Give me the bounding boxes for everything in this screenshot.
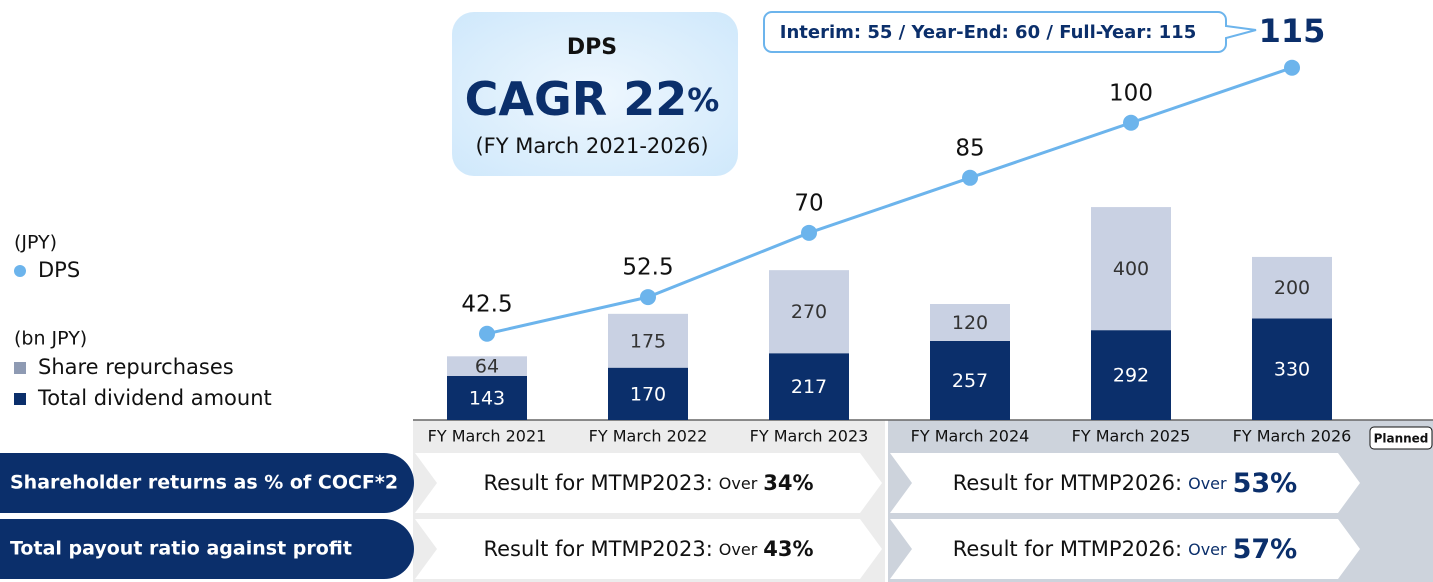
cagr-value: CAGR 22: [465, 72, 688, 126]
cagr-period: (FY March 2021-2026): [475, 134, 708, 158]
x-tick-label: FY March 2025: [1072, 427, 1191, 446]
bar-segment: [930, 340, 1010, 420]
cell-text: Result for MTMP2023: Over 43%: [483, 537, 813, 561]
bar-label: 64: [475, 356, 499, 378]
callout-box: [763, 11, 1257, 53]
legend-marker: [14, 265, 26, 277]
legend-marker: [14, 393, 26, 405]
cell-value: 34%: [763, 471, 813, 495]
cell-value: 53%: [1233, 468, 1298, 499]
legend-label: Share repurchases: [38, 355, 234, 379]
cell-value: 57%: [1233, 534, 1298, 565]
cell-chevron: [890, 519, 1360, 579]
row-label-pill: [0, 519, 414, 579]
cell-chevron: [415, 453, 882, 513]
badge: [1369, 426, 1433, 450]
cell-prefix: Result for MTMP2023:: [483, 537, 712, 561]
bar-label: 257: [952, 370, 988, 392]
bar-label: 200: [1274, 277, 1310, 299]
x-tick-label: FY March 2026: [1233, 427, 1352, 446]
cell-prefix: Result for MTMP2026:: [953, 471, 1182, 495]
dps-point: [640, 289, 656, 306]
cell-chevron: [890, 453, 1360, 513]
dps-point: [962, 169, 978, 186]
bar-label: 143: [469, 388, 505, 410]
bar-label: 292: [1113, 365, 1149, 387]
cell-chevron: [415, 519, 882, 579]
badge-text: Planned: [1374, 432, 1429, 446]
bar-segment: [1091, 330, 1171, 420]
dps-point: [801, 224, 817, 241]
cell-qualifier: Over: [719, 474, 758, 493]
cell-qualifier: Over: [1188, 474, 1227, 493]
row-label-pill: [0, 453, 414, 513]
legend-label: Total dividend amount: [37, 386, 272, 410]
dps-point: [1284, 59, 1300, 76]
bar-label: 330: [1274, 359, 1310, 381]
cell-qualifier: Over: [719, 540, 758, 559]
row-label: Shareholder returns as % of COCF*2: [10, 472, 398, 494]
legend-marker: [14, 362, 26, 374]
cell-value: 43%: [763, 537, 813, 561]
cagr-suffix: %: [687, 81, 719, 119]
row-label: Total payout ratio against profit: [10, 538, 352, 560]
x-tick-label: FY March 2021: [428, 427, 547, 446]
bar-label: 270: [791, 301, 827, 323]
bar-segment: [930, 304, 1010, 341]
bar-label: 175: [630, 330, 666, 352]
cagr-title: DPS: [567, 35, 617, 60]
cell-prefix: Result for MTMP2023:: [483, 471, 712, 495]
cell-prefix: Result for MTMP2026:: [953, 537, 1182, 561]
bar-label: 217: [791, 376, 827, 398]
legend-label: DPS: [38, 258, 80, 282]
cagr-box: [452, 12, 738, 176]
bar-segment: [608, 313, 688, 368]
cell-text: Result for MTMP2026: Over 53%: [953, 468, 1297, 499]
y-unit: (bn JPY): [14, 328, 87, 350]
dps-point: [1123, 114, 1139, 131]
bar-segment: [769, 353, 849, 420]
bar-label: 400: [1113, 258, 1149, 280]
x-tick-label: FY March 2022: [589, 427, 708, 446]
callout-text: Interim: 55 / Year-End: 60 / Full-Year: …: [780, 22, 1196, 43]
dps-label: 70: [794, 190, 823, 216]
cell-text: Result for MTMP2026: Over 57%: [953, 534, 1297, 565]
bar-label: 170: [630, 383, 666, 405]
dps-point: [479, 325, 495, 342]
bar-segment: [1252, 256, 1332, 319]
bar-segment: [1091, 207, 1171, 331]
y2-unit: (JPY): [14, 232, 57, 254]
dps-line: [486, 66, 1293, 336]
cell-text: Result for MTMP2023: Over 34%: [483, 471, 813, 495]
dps-label: 115: [1259, 12, 1326, 50]
bar-segment: [447, 356, 527, 376]
dps-label: 42.5: [461, 291, 512, 317]
bar-segment: [608, 367, 688, 420]
dps-label: 100: [1109, 80, 1153, 106]
bar-segment: [1252, 318, 1332, 420]
cell-qualifier: Over: [1188, 540, 1227, 559]
dps-label: 85: [955, 135, 984, 161]
bar-segment: [447, 376, 527, 420]
bar-segment: [769, 270, 849, 354]
x-tick-label: FY March 2023: [750, 427, 869, 446]
x-tick-label: FY March 2024: [911, 427, 1030, 446]
dps-label: 52.5: [622, 255, 673, 281]
bar-label: 120: [952, 312, 988, 334]
cagr-headline: CAGR 22%: [465, 72, 720, 126]
